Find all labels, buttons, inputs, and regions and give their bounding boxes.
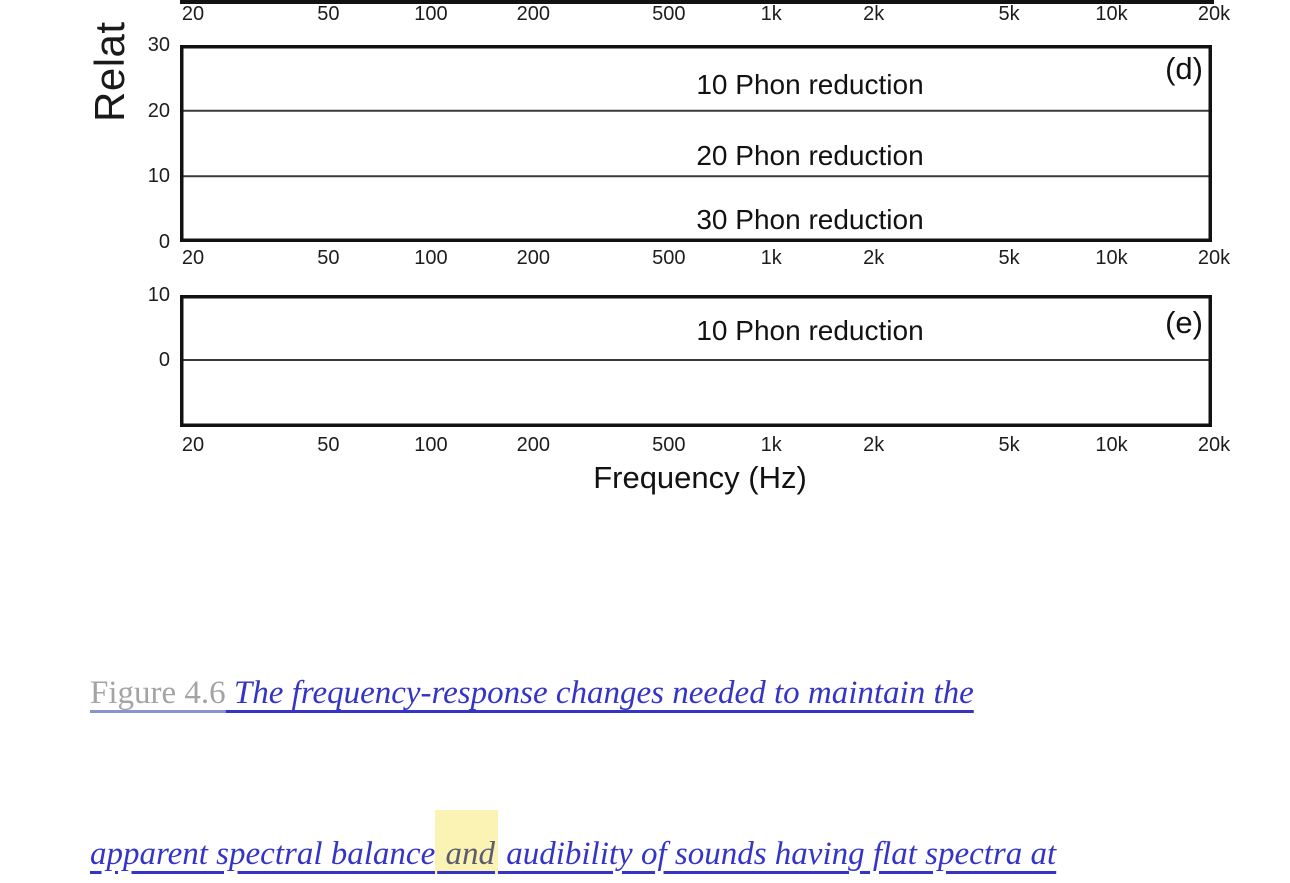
freq-tick-label: 500 (652, 434, 686, 456)
curve-label-10-phon-e: 10 Phon reduction (696, 315, 924, 346)
freq-tick-label: 2k (863, 434, 885, 456)
figure-caption-link-text[interactable]: The frequency-response changes needed to… (225, 675, 974, 711)
freq-tick-label: 100 (414, 247, 448, 269)
freq-tick-label: 20k (1197, 247, 1231, 269)
freq-tick-label: 20 (181, 3, 205, 25)
freq-tick-label: 20k (1197, 3, 1231, 25)
freq-tick-label: 1k (760, 247, 782, 269)
level-tick-label: 0 (158, 349, 170, 371)
chart-panel-d (180, 45, 1212, 242)
freq-tick-label: 10k (1095, 3, 1128, 25)
freq-tick-label: 100 (414, 3, 448, 25)
caption-line-1: Figure 4.6 The frequency-response change… (90, 667, 1255, 721)
level-tick-label: 30 (147, 34, 170, 56)
freq-tick-label: 20k (1197, 434, 1231, 456)
chart-frame-d (180, 45, 1212, 242)
freq-tick-label: 50 (317, 434, 340, 456)
chart-panel-c-bottom-axis (180, 0, 1214, 4)
freq-tick-label: 1k (760, 434, 782, 456)
level-tick-label: 10 (147, 165, 170, 188)
level-tick-label: 10 (147, 284, 170, 306)
freq-tick-label: 200 (516, 3, 550, 25)
panel-tag-e: (e) (1165, 305, 1203, 340)
freq-tick-label: 50 (317, 3, 340, 25)
freq-tick-label: 20 (181, 434, 205, 456)
curve-label-10-phon-d: 10 Phon reduction (696, 69, 924, 100)
freq-tick-label: 2k (863, 247, 885, 269)
freq-tick-label: 2k (863, 3, 885, 25)
caption-highlighted-word[interactable]: and (435, 809, 498, 874)
freq-tick-label: 5k (998, 3, 1020, 25)
freq-tick-label: 5k (998, 247, 1020, 269)
freq-tick-label: 5k (998, 434, 1020, 456)
chart-svg-e (180, 295, 1212, 427)
freq-tick-label: 20 (181, 247, 205, 269)
caption-text[interactable]: apparent spectral balance (90, 835, 436, 872)
panel-tag-d: (d) (1165, 51, 1203, 86)
freq-tick-label: 200 (516, 247, 550, 269)
freq-tick-label: 200 (516, 434, 550, 456)
curve-label-20-phon-d: 20 Phon reduction (696, 140, 924, 171)
chart-svg-d (180, 45, 1212, 242)
curve-label-30-phon-d: 30 Phon reduction (696, 204, 924, 235)
figure-caption: Figure 4.6 The frequency-response change… (90, 560, 1255, 883)
freq-tick-label: 500 (652, 247, 686, 269)
level-tick-label: 20 (147, 99, 170, 122)
x-axis-title: Frequency (Hz) (593, 460, 807, 495)
freq-tick-label: 10k (1095, 247, 1128, 269)
figure-caption-label[interactable]: Figure 4.6 (90, 675, 226, 711)
chart-frame-e (180, 295, 1212, 427)
freq-tick-label: 50 (317, 247, 340, 269)
chart-panel-e (180, 295, 1212, 427)
freq-tick-label: 100 (414, 434, 448, 456)
caption-text[interactable]: audibility of sounds having flat spectra… (497, 835, 1057, 872)
freq-tick-label: 1k (760, 3, 782, 25)
level-tick-label: 0 (158, 231, 170, 253)
freq-tick-label: 10k (1095, 434, 1128, 456)
caption-line-2: apparent spectral balance and audibility… (90, 809, 1255, 882)
freq-tick-label: 500 (652, 3, 686, 25)
